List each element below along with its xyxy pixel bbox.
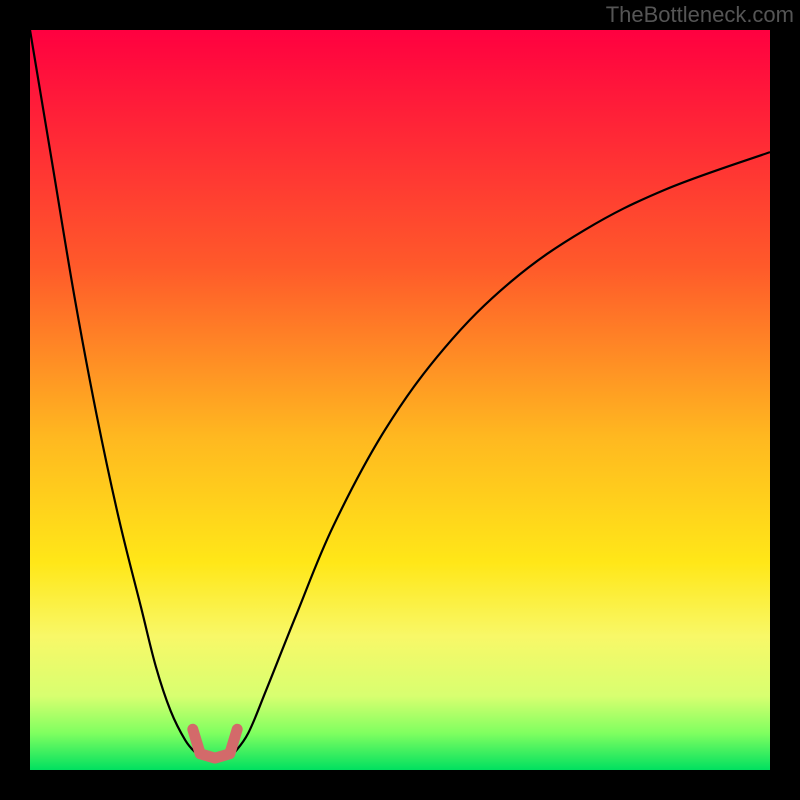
border-right [770,0,800,800]
watermark-text: TheBottleneck.com [606,2,794,28]
notch-marker [30,30,770,770]
plot-area [30,30,770,770]
border-bottom [0,770,800,800]
chart-frame: TheBottleneck.com [0,0,800,800]
border-left [0,0,30,800]
